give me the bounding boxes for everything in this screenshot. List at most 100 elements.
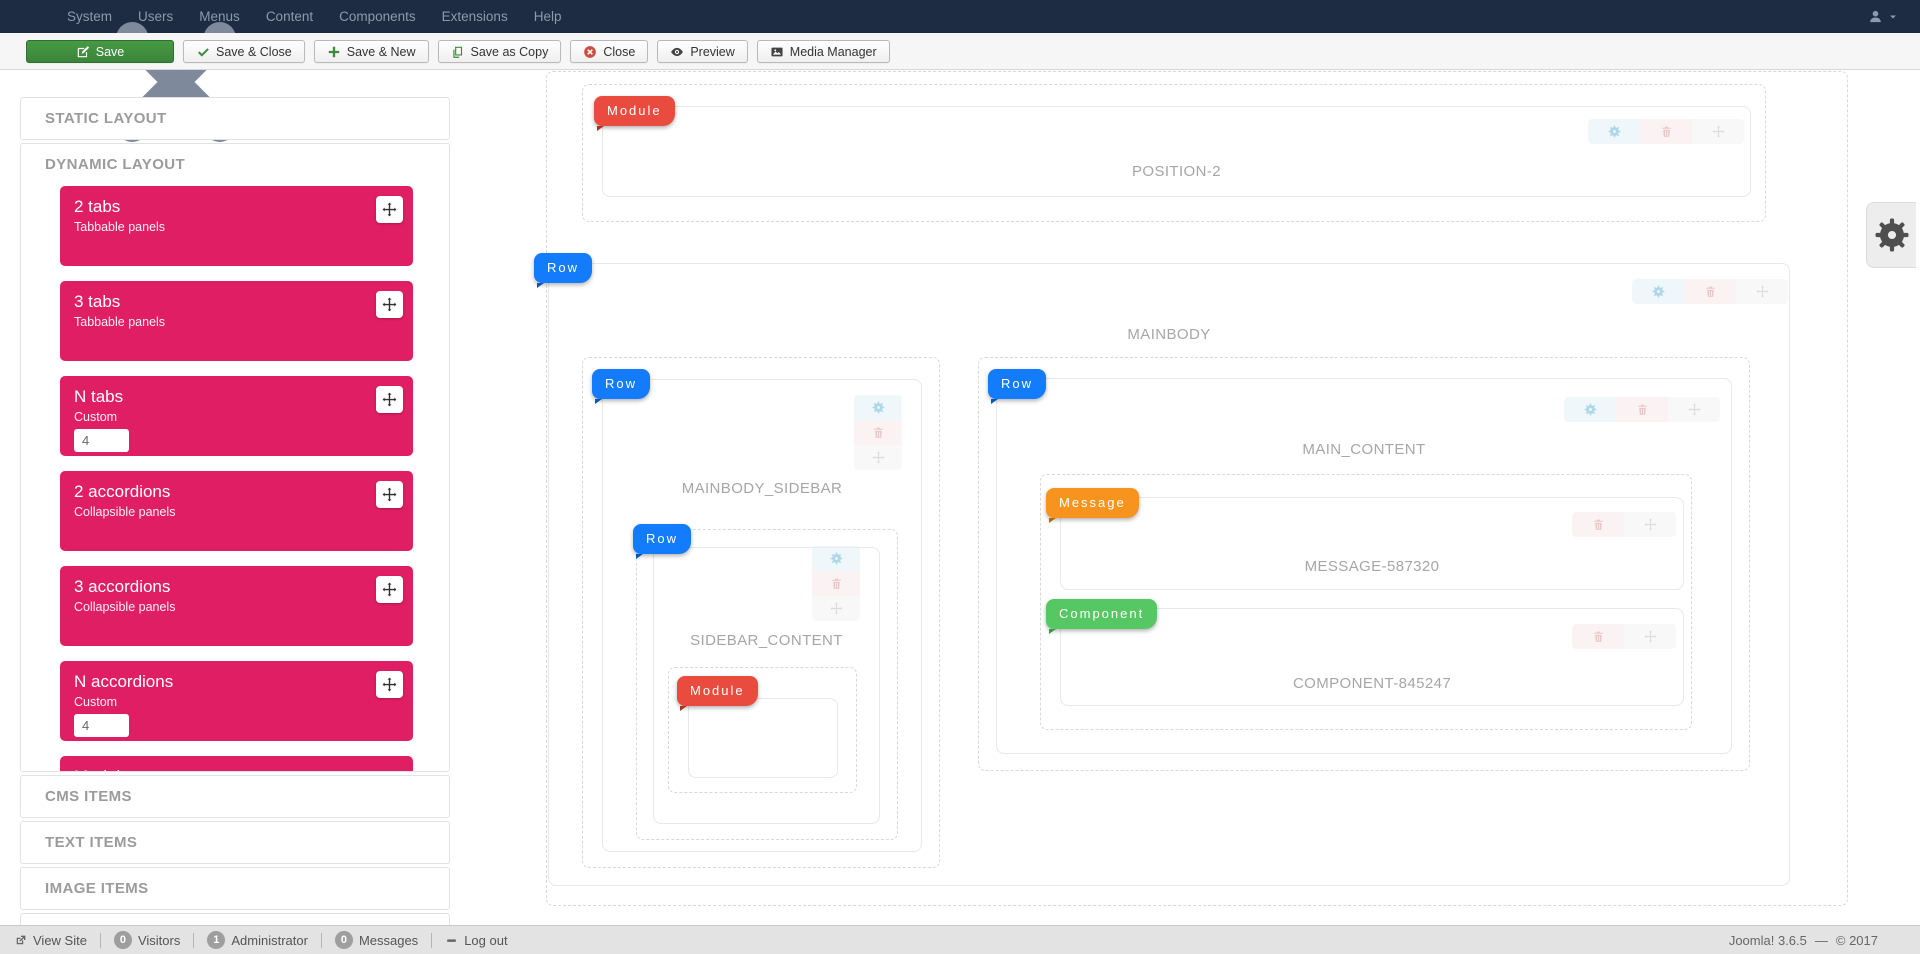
media-manager-button[interactable]: Media Manager xyxy=(756,40,890,63)
card-n-accordions[interactable]: N accordions Custom xyxy=(60,661,413,741)
drag-handle[interactable] xyxy=(376,671,403,698)
dynamic-layout-header[interactable]: DYNAMIC LAYOUT xyxy=(45,156,186,173)
status-left: View Site 0 Visitors 1 Administrator 0 M… xyxy=(14,926,508,954)
move-button[interactable] xyxy=(1736,279,1788,304)
sidebar-column-dropzone xyxy=(582,357,940,868)
message-box[interactable]: MESSAGE-587320 xyxy=(1060,497,1684,590)
content-column-dropzone xyxy=(978,357,1750,771)
administrator-status: 1 Administrator xyxy=(207,931,308,949)
delete-button[interactable] xyxy=(1640,119,1692,144)
card-title: Module xyxy=(74,767,399,771)
menu-users[interactable]: Users xyxy=(138,9,174,24)
card-title: 2 accordions xyxy=(74,482,171,501)
messages-status[interactable]: 0 Messages xyxy=(334,931,418,949)
card-module[interactable]: Module xyxy=(60,756,413,771)
trash-icon xyxy=(830,577,843,590)
text-items-header[interactable]: TEXT ITEMS xyxy=(45,834,138,851)
preview-button[interactable]: Preview xyxy=(657,40,748,63)
static-layout-header[interactable]: STATIC LAYOUT xyxy=(45,110,167,127)
message-controls xyxy=(1572,512,1676,537)
drag-handle[interactable] xyxy=(376,386,403,413)
delete-button[interactable] xyxy=(854,420,902,445)
view-site-link[interactable]: View Site xyxy=(14,933,87,948)
status-bar: View Site 0 Visitors 1 Administrator 0 M… xyxy=(0,925,1920,954)
move-button[interactable] xyxy=(1624,512,1676,537)
drag-handle[interactable] xyxy=(376,576,403,603)
card-2-tabs[interactable]: 2 tabs Tabbable panels xyxy=(60,186,413,266)
check-icon xyxy=(196,45,210,59)
card-subtitle: Collapsible panels xyxy=(74,600,176,614)
move-button[interactable] xyxy=(1668,397,1720,422)
sidebar-content-label: SIDEBAR_CONTENT xyxy=(690,632,843,649)
trash-icon xyxy=(872,426,885,439)
layout-settings-flap[interactable] xyxy=(1866,202,1916,268)
module-badge: Module xyxy=(594,96,675,131)
drag-handle[interactable] xyxy=(376,291,403,318)
main-content-inner-dropzone xyxy=(1040,474,1692,730)
divider xyxy=(320,932,322,948)
settings-button[interactable] xyxy=(1588,119,1640,144)
eye-icon xyxy=(670,45,684,59)
menu-extensions[interactable]: Extensions xyxy=(441,9,508,24)
card-subtitle: Tabbable panels xyxy=(74,220,166,234)
move-button[interactable] xyxy=(812,596,860,621)
joomla-logo-icon[interactable] xyxy=(26,7,46,27)
card-2-accordions[interactable]: 2 accordions Collapsible panels xyxy=(60,471,413,551)
move-button[interactable] xyxy=(1692,119,1744,144)
caret-down-icon xyxy=(1888,12,1898,22)
move-button[interactable] xyxy=(1624,624,1676,649)
menu-content[interactable]: Content xyxy=(265,9,314,24)
drag-handle[interactable] xyxy=(376,481,403,508)
component-badge: Component xyxy=(1046,599,1158,634)
row-badge: Row xyxy=(534,253,593,288)
inner-module-box[interactable] xyxy=(688,698,838,778)
position2-box[interactable]: POSITION-2 xyxy=(602,106,1751,197)
media-manager-label: Media Manager xyxy=(789,44,877,59)
copyright: © 2017 xyxy=(1835,932,1878,948)
divider xyxy=(193,932,195,948)
move-icon xyxy=(1688,403,1701,416)
image-items-header[interactable]: IMAGE ITEMS xyxy=(45,880,149,897)
card-3-tabs[interactable]: 3 tabs Tabbable panels xyxy=(60,281,413,361)
inner-module-dropzone xyxy=(668,667,857,793)
settings-button[interactable] xyxy=(1632,279,1684,304)
person-icon xyxy=(1868,9,1883,24)
move-icon xyxy=(872,451,885,464)
panel-dynamic-layout: DYNAMIC LAYOUT 2 tabs Tabbable panels 3 … xyxy=(20,143,450,772)
card-3-accordions[interactable]: 3 accordions Collapsible panels xyxy=(60,566,413,646)
close-button[interactable]: Close xyxy=(570,40,649,63)
admin-count-badge: 1 xyxy=(207,931,226,949)
menu-system[interactable]: System xyxy=(67,9,113,24)
cms-items-header[interactable]: CMS ITEMS xyxy=(45,788,132,805)
gear-icon xyxy=(872,401,885,414)
external-link-icon xyxy=(14,934,27,947)
layout-root-dropzone xyxy=(546,71,1848,906)
position2-dropzone xyxy=(582,84,1766,222)
menu-help[interactable]: Help xyxy=(533,9,562,24)
settings-button[interactable] xyxy=(812,546,860,571)
move-button[interactable] xyxy=(854,445,902,470)
toolbar: Save Save & Close Save & New Save as Cop… xyxy=(0,33,1920,70)
move-icon xyxy=(1712,125,1725,138)
menu-components[interactable]: Components xyxy=(339,9,416,24)
user-menu[interactable] xyxy=(1868,0,1898,33)
drag-handle[interactable] xyxy=(376,196,403,223)
logout-link[interactable]: Log out xyxy=(445,933,508,948)
settings-button[interactable] xyxy=(854,395,902,420)
save-button[interactable]: Save xyxy=(26,40,174,63)
card-n-tabs[interactable]: N tabs Custom xyxy=(60,376,413,456)
card-subtitle: Custom xyxy=(74,410,118,424)
n-tabs-count-input[interactable] xyxy=(74,429,129,452)
save-new-button[interactable]: Save & New xyxy=(313,40,429,63)
settings-button[interactable] xyxy=(1564,397,1616,422)
delete-button[interactable] xyxy=(1616,397,1668,422)
delete-button[interactable] xyxy=(1572,624,1624,649)
menu-menus[interactable]: Menus xyxy=(199,9,240,24)
move-icon xyxy=(382,487,397,502)
delete-button[interactable] xyxy=(1572,512,1624,537)
save-copy-button[interactable]: Save as Copy xyxy=(437,40,562,63)
delete-button[interactable] xyxy=(812,571,860,596)
save-close-button[interactable]: Save & Close xyxy=(183,40,305,63)
delete-button[interactable] xyxy=(1684,279,1736,304)
n-accordions-count-input[interactable] xyxy=(74,714,129,737)
